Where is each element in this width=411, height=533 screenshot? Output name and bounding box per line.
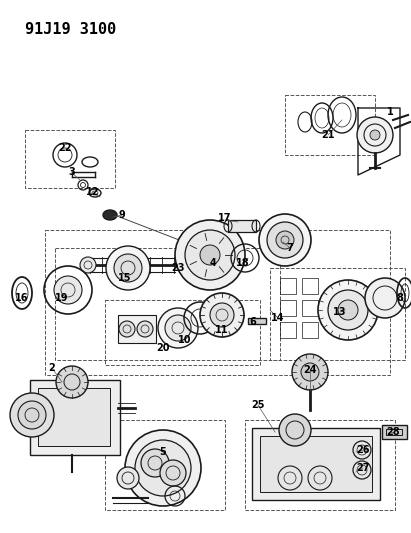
Circle shape <box>141 449 169 477</box>
Bar <box>55 248 280 360</box>
Bar <box>280 300 296 316</box>
Text: 27: 27 <box>356 463 370 473</box>
Text: 8: 8 <box>397 293 404 303</box>
Bar <box>280 322 296 338</box>
Circle shape <box>125 430 201 506</box>
Circle shape <box>200 293 244 337</box>
Circle shape <box>370 130 380 140</box>
Text: 23: 23 <box>171 263 185 273</box>
Bar <box>285 95 375 155</box>
Circle shape <box>328 290 368 330</box>
Bar <box>25 130 115 188</box>
Text: 22: 22 <box>58 143 72 153</box>
Circle shape <box>10 393 54 437</box>
Circle shape <box>114 254 142 282</box>
Bar <box>105 300 260 365</box>
Circle shape <box>158 308 198 348</box>
Text: 7: 7 <box>286 243 293 253</box>
Circle shape <box>175 220 245 290</box>
Text: 16: 16 <box>15 293 29 303</box>
Text: 13: 13 <box>333 307 347 317</box>
Text: 10: 10 <box>178 335 192 345</box>
Circle shape <box>56 366 88 398</box>
Text: 15: 15 <box>118 273 132 283</box>
Text: 28: 28 <box>386 427 400 437</box>
Circle shape <box>267 222 303 258</box>
Text: 1: 1 <box>387 107 393 117</box>
Circle shape <box>185 230 235 280</box>
Text: 26: 26 <box>356 445 370 455</box>
Text: 5: 5 <box>159 447 166 457</box>
Circle shape <box>365 278 405 318</box>
Circle shape <box>137 321 153 337</box>
Bar <box>280 278 296 294</box>
Bar <box>270 268 405 360</box>
Bar <box>45 230 390 375</box>
Text: 21: 21 <box>321 130 335 140</box>
Text: 2: 2 <box>48 363 55 373</box>
Circle shape <box>210 303 234 327</box>
Text: 24: 24 <box>303 365 317 375</box>
Circle shape <box>279 414 311 446</box>
Circle shape <box>54 276 82 304</box>
Circle shape <box>318 280 378 340</box>
Circle shape <box>338 300 358 320</box>
Text: 4: 4 <box>210 258 216 268</box>
Circle shape <box>165 315 191 341</box>
Circle shape <box>200 245 220 265</box>
Circle shape <box>259 214 311 266</box>
Circle shape <box>276 231 294 249</box>
Text: 19: 19 <box>55 293 69 303</box>
Text: 25: 25 <box>251 400 265 410</box>
Text: 14: 14 <box>271 313 285 323</box>
Text: 11: 11 <box>215 325 229 335</box>
Circle shape <box>18 401 46 429</box>
Circle shape <box>80 257 96 273</box>
Bar <box>30 380 120 455</box>
Text: 6: 6 <box>249 317 256 327</box>
Circle shape <box>117 467 139 489</box>
Bar <box>105 420 225 510</box>
Ellipse shape <box>103 210 117 220</box>
Bar <box>302 300 318 316</box>
Circle shape <box>119 321 135 337</box>
Bar <box>228 220 256 232</box>
Text: 12: 12 <box>86 187 100 197</box>
Bar <box>260 436 372 492</box>
Circle shape <box>106 246 150 290</box>
Circle shape <box>301 363 319 381</box>
Circle shape <box>135 440 191 496</box>
Text: 9: 9 <box>119 210 125 220</box>
Text: 18: 18 <box>236 258 250 268</box>
Bar <box>382 425 407 439</box>
Text: 17: 17 <box>218 213 232 223</box>
Bar <box>386 429 402 435</box>
Circle shape <box>160 460 186 486</box>
Circle shape <box>357 117 393 153</box>
Text: 20: 20 <box>156 343 170 353</box>
Bar <box>38 388 110 446</box>
Bar <box>118 315 156 343</box>
Circle shape <box>292 354 328 390</box>
Bar <box>302 322 318 338</box>
Text: 91J19 3100: 91J19 3100 <box>25 22 116 37</box>
Bar <box>245 420 395 510</box>
Bar <box>252 428 380 500</box>
Bar <box>248 318 266 324</box>
Text: 3: 3 <box>69 167 75 177</box>
Bar <box>302 278 318 294</box>
